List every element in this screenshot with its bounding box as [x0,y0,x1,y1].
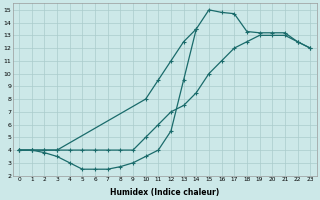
X-axis label: Humidex (Indice chaleur): Humidex (Indice chaleur) [110,188,219,197]
